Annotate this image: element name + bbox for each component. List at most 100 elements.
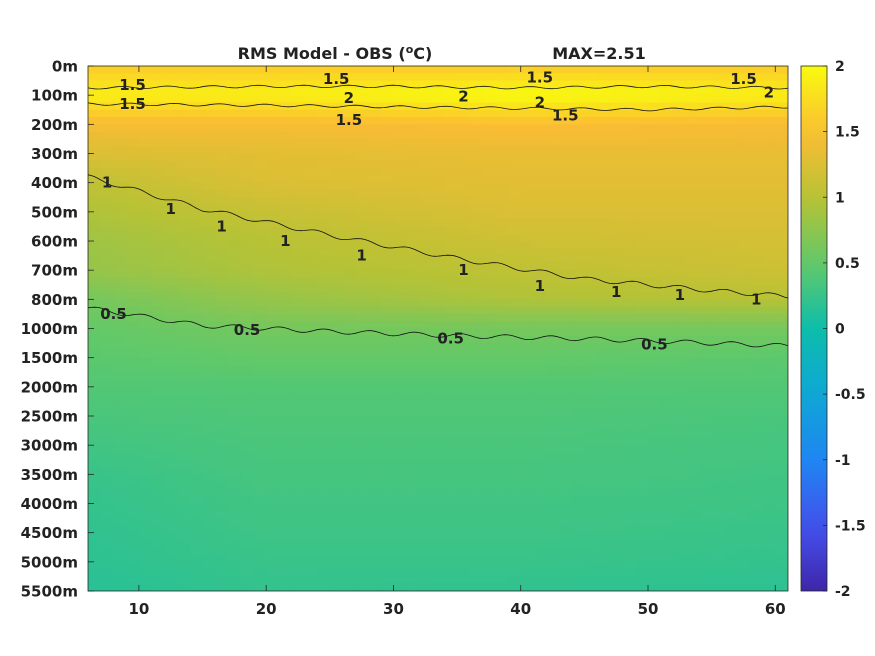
heatmap-cell [418,335,433,344]
heatmap-cell [240,481,255,490]
heatmap-cell [482,182,496,191]
heatmap-cell [648,160,662,169]
heatmap-cell [444,109,458,118]
heatmap-cell [126,131,140,140]
heatmap-cell [177,569,191,578]
heatmap-cell [278,401,293,410]
heatmap-cell [469,66,484,74]
heatmap-cell [380,153,395,162]
heatmap-cell [291,467,305,475]
y-tick-label: 4000m [21,495,78,513]
heatmap-cell [126,262,140,271]
heatmap-cell [444,160,458,169]
y-tick-label: 500m [31,203,78,221]
heatmap-cell [737,73,751,82]
heatmap-cell [711,481,725,490]
heatmap-cell [164,124,178,133]
heatmap-cell [100,146,115,155]
heatmap-cell [508,488,522,497]
heatmap-cell [711,248,725,257]
heatmap-cell [380,525,395,534]
heatmap-cell [113,394,127,403]
heatmap-cell [418,306,433,315]
heatmap-cell [775,576,788,585]
heatmap-cell [584,131,598,140]
heatmap-cell [253,306,267,315]
heatmap-cell [164,292,178,300]
heatmap-cell [368,372,382,381]
heatmap-cell [686,488,700,497]
heatmap-cell [737,255,751,264]
heatmap-cell [215,474,229,483]
heatmap-cell [431,459,445,468]
heatmap-cell [635,284,649,293]
heatmap-cell [546,474,560,483]
heatmap-cell [724,547,738,556]
heatmap-cell [660,168,675,176]
heatmap-cell [177,299,191,308]
heatmap-cell [775,95,788,104]
heatmap-cell [406,219,420,228]
heatmap-cell [571,518,585,526]
heatmap-cell [164,211,178,220]
heatmap-cell [546,430,560,439]
heatmap-cell [495,379,509,388]
heatmap-cell [278,204,293,213]
heatmap-cell [304,496,318,505]
heatmap-cell [126,518,140,526]
heatmap-cell [762,233,776,242]
heatmap-cell [609,481,624,490]
heatmap-cell [431,532,445,541]
heatmap-cell [88,532,102,541]
heatmap-cell [126,168,140,176]
heatmap-cell [253,153,267,162]
heatmap-cell [635,416,649,424]
heatmap-cell [380,146,395,155]
heatmap-cell [533,299,547,308]
heatmap-cell [737,219,751,228]
heatmap-cell [508,95,522,104]
heatmap-cell [406,525,420,534]
heatmap-cell [418,481,433,490]
heatmap-cell [202,372,216,381]
heatmap-cell [304,292,318,300]
heatmap-cell [278,474,293,483]
heatmap-cell [495,583,509,591]
heatmap-cell [418,503,433,512]
heatmap-cell [317,299,331,308]
heatmap-cell [342,270,356,279]
heatmap-cell [368,379,382,388]
heatmap-cell [406,343,420,351]
heatmap-cell [482,306,496,315]
heatmap-cell [495,532,509,541]
heatmap-cell [648,204,662,213]
heatmap-cell [278,328,293,337]
heatmap-cell [457,532,471,541]
heatmap-cell [622,87,636,96]
heatmap-cell [495,503,509,512]
heatmap-cell [342,131,356,140]
heatmap-cell [355,160,369,169]
heatmap-cell [737,306,751,315]
heatmap-cell [520,401,535,410]
heatmap-cell [660,474,675,483]
heatmap-cell [253,80,267,89]
heatmap-cell [673,153,687,162]
heatmap-cell [329,547,344,556]
heatmap-cell [342,459,356,468]
heatmap-cell [711,95,725,104]
heatmap-cell [228,481,242,490]
heatmap-cell [393,182,407,191]
heatmap-cell [571,95,585,104]
heatmap-cell [469,292,484,300]
heatmap-cell [660,262,675,271]
heatmap-cell [431,66,445,74]
heatmap-cell [495,255,509,264]
heatmap-cell [482,437,496,446]
heatmap-cell [482,277,496,286]
heatmap-cell [495,109,509,118]
heatmap-cell [469,408,484,417]
heatmap-cell [686,299,700,308]
heatmap-cell [329,430,344,439]
heatmap-cell [253,292,267,300]
